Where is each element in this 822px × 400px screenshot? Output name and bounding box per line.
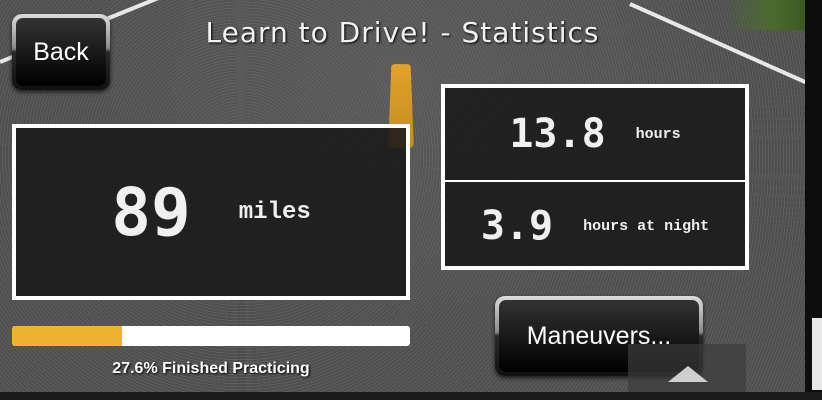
maneuvers-button[interactable]: Maneuvers... bbox=[495, 296, 703, 376]
page-title: Learn to Drive! - Statistics bbox=[205, 16, 600, 49]
triangle-up-icon[interactable] bbox=[668, 366, 708, 382]
progress-bar-fill bbox=[12, 326, 122, 346]
hours-panel: 13.8 hours 3.9 hours at night bbox=[441, 84, 749, 270]
roadside-grass bbox=[725, 0, 805, 30]
progress-bar bbox=[12, 326, 410, 346]
hours-unit: hours bbox=[635, 125, 681, 143]
night-hours-row: 3.9 hours at night bbox=[445, 182, 745, 270]
road-background: Learn to Drive! - Statistics Back 89 mil… bbox=[0, 0, 805, 392]
window-edge bbox=[805, 0, 822, 400]
night-hours-value: 3.9 bbox=[480, 203, 554, 249]
night-hours-unit: hours at night bbox=[583, 217, 710, 235]
bottom-edge bbox=[0, 392, 822, 400]
miles-panel: 89 miles bbox=[12, 124, 410, 300]
back-button-label: Back bbox=[16, 18, 106, 86]
miles-unit: miles bbox=[238, 198, 311, 226]
hours-row: 13.8 hours bbox=[445, 88, 745, 182]
progress-label: 27.6% Finished Practicing bbox=[112, 360, 310, 377]
hours-value: 13.8 bbox=[509, 111, 606, 157]
side-tab[interactable] bbox=[812, 318, 822, 390]
miles-value: 89 bbox=[111, 173, 191, 251]
back-button[interactable]: Back bbox=[12, 14, 110, 90]
